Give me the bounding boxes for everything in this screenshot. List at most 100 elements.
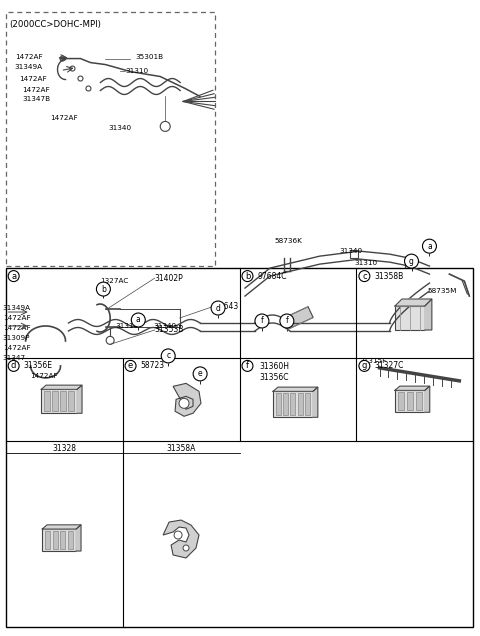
Text: 31340: 31340 [153,323,176,329]
Text: 31310: 31310 [125,67,148,74]
Polygon shape [313,387,318,417]
Polygon shape [283,307,313,329]
Text: f: f [286,317,288,326]
Text: d: d [216,303,220,312]
Text: 1327AC: 1327AC [100,278,129,284]
Text: 1472AF: 1472AF [31,373,58,379]
Circle shape [211,301,225,315]
Text: (2000CC>DOHC-MPI): (2000CC>DOHC-MPI) [10,20,102,29]
Circle shape [86,86,91,91]
Bar [52,391,58,411]
Circle shape [359,270,370,282]
Text: 31349A: 31349A [3,305,31,311]
Text: 31349A: 31349A [15,64,43,69]
Bar [407,392,413,410]
Circle shape [96,282,110,296]
Bar [46,531,50,549]
Text: 31340: 31340 [108,125,132,132]
Text: 31327C: 31327C [374,361,404,370]
Circle shape [53,338,58,342]
Bar [68,391,74,411]
Text: 1472AF: 1472AF [3,315,30,321]
Text: e: e [198,370,203,378]
Circle shape [53,314,58,319]
Bar [68,531,73,549]
Polygon shape [77,385,82,413]
Text: 31356C: 31356C [260,373,289,382]
Circle shape [193,367,207,381]
Text: d: d [11,361,16,370]
Circle shape [161,349,175,363]
Text: 31360H: 31360H [260,363,289,371]
Text: 31328: 31328 [52,444,76,453]
Circle shape [70,66,75,71]
Bar [405,260,415,268]
Text: e: e [128,361,133,370]
Polygon shape [395,386,430,391]
Text: 1472AF: 1472AF [50,116,78,121]
Text: 58736K: 58736K [275,238,303,244]
Text: b: b [101,284,106,294]
Text: 31402P: 31402P [155,273,183,282]
Polygon shape [173,384,201,417]
Circle shape [179,398,189,408]
Circle shape [53,349,58,354]
Text: 31643: 31643 [215,301,239,310]
Bar [305,393,310,415]
Bar [395,391,425,412]
Text: 1472AF: 1472AF [3,325,30,331]
Polygon shape [395,299,432,306]
Text: 1472AF: 1472AF [19,76,46,81]
Polygon shape [163,520,199,558]
Bar [416,392,421,410]
Bar [6,11,215,266]
Bar [42,529,76,551]
Circle shape [8,270,19,282]
Bar [60,391,66,411]
Circle shape [242,361,253,371]
Bar [273,391,313,417]
Circle shape [422,239,436,253]
Circle shape [78,76,83,81]
Circle shape [280,314,294,328]
Text: a: a [427,242,432,251]
Bar [44,391,50,411]
Text: c: c [362,272,367,280]
Text: f: f [246,361,249,370]
Text: g: g [362,361,367,370]
Circle shape [125,361,136,371]
Text: b: b [245,272,250,280]
Text: 31315F: 31315F [360,358,387,364]
Circle shape [183,545,189,551]
Text: 31347B: 31347B [23,97,51,102]
Text: 31340: 31340 [340,248,363,254]
Bar [398,392,404,410]
Text: 31358A: 31358A [167,444,196,453]
Circle shape [53,326,58,331]
Text: 31310: 31310 [355,260,378,266]
Circle shape [132,313,145,327]
Bar [53,531,58,549]
Text: a: a [136,315,141,324]
Bar [6,268,473,627]
Text: 35301B: 35301B [135,53,163,60]
Circle shape [255,314,269,328]
Text: 31353B: 31353B [155,326,184,335]
Polygon shape [425,386,430,412]
Text: 31310: 31310 [115,323,139,329]
Text: 31356E: 31356E [24,361,53,370]
Circle shape [405,254,419,268]
Polygon shape [42,525,81,529]
Text: 31358B: 31358B [374,272,404,280]
Text: 31347: 31347 [3,355,26,361]
Bar [350,250,358,258]
Circle shape [174,531,182,539]
Polygon shape [425,299,432,330]
Text: 1472AF: 1472AF [23,86,50,92]
Bar [283,393,288,415]
Bar [290,393,296,415]
Text: 1472AF: 1472AF [3,345,30,351]
Text: 58735M: 58735M [428,288,457,294]
Polygon shape [41,385,82,389]
Text: g: g [409,256,414,266]
